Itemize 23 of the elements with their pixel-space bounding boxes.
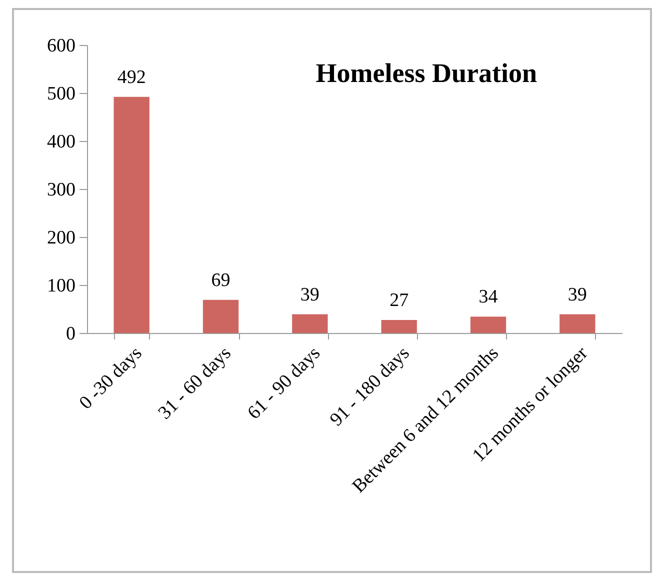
data-label: 27 <box>390 290 409 312</box>
data-label: 34 <box>478 286 498 308</box>
data-label: 492 <box>117 66 146 88</box>
y-tick-label: 0 <box>66 324 76 344</box>
y-tick-label: 300 <box>47 180 76 200</box>
data-label: 69 <box>211 270 230 291</box>
y-tick-label: 200 <box>47 228 76 248</box>
x-tick-label: 31 - 60 days <box>154 342 236 424</box>
bar <box>381 320 417 333</box>
text: Homeless Duration <box>316 58 537 88</box>
data-label: 39 <box>568 284 587 306</box>
x-tick-label: 0 -30 days <box>75 342 146 414</box>
data-label: 39 <box>300 284 320 306</box>
y-tick-label: 600 <box>47 36 76 56</box>
y-tick-label: 500 <box>47 84 76 104</box>
y-tick-label: 100 <box>47 276 76 296</box>
bar <box>560 314 596 333</box>
x-tick-label: 61 - 90 days <box>244 342 325 424</box>
bar <box>470 316 506 333</box>
bar <box>114 96 150 333</box>
bar <box>292 314 328 333</box>
y-tick-label: 400 <box>47 132 76 152</box>
bar <box>202 300 239 333</box>
